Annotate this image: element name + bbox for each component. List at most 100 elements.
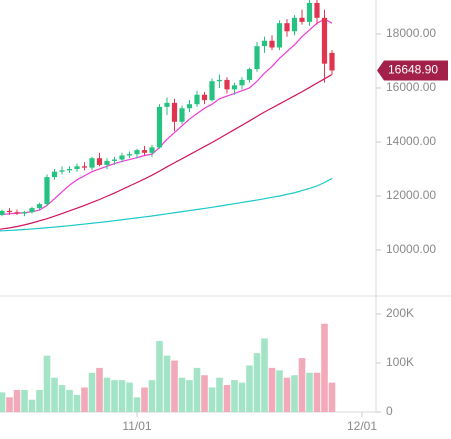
volume-bar bbox=[306, 372, 313, 412]
volume-bar bbox=[186, 380, 193, 412]
candle-body bbox=[66, 168, 73, 171]
candle-body bbox=[209, 81, 215, 101]
moving-average-line bbox=[0, 18, 333, 216]
candle-body bbox=[314, 2, 320, 18]
last-price-label: 16648.90 bbox=[388, 63, 438, 77]
candle-body bbox=[51, 171, 58, 178]
candle-body bbox=[284, 23, 290, 32]
volume-bar bbox=[133, 397, 141, 412]
volume-bar bbox=[88, 372, 96, 412]
volume-bar bbox=[111, 380, 118, 412]
candle-body bbox=[246, 69, 253, 80]
candle-body bbox=[291, 17, 298, 32]
volume-bar bbox=[6, 397, 13, 412]
y-tick-label: 14000.00 bbox=[386, 134, 436, 148]
candle-body bbox=[321, 17, 328, 64]
candle-body bbox=[44, 177, 50, 205]
candle-body bbox=[149, 147, 155, 153]
volume-tick-label: 100K bbox=[386, 355, 414, 369]
volume-bar bbox=[96, 367, 103, 412]
candle-body bbox=[179, 108, 185, 122]
y-tick-label: 10000.00 bbox=[386, 242, 436, 256]
candle-body bbox=[81, 166, 88, 168]
moving-average-line bbox=[0, 73, 333, 230]
candle-body bbox=[89, 158, 95, 168]
candle-body bbox=[134, 150, 140, 155]
volume-bar bbox=[21, 389, 28, 412]
candle-body bbox=[224, 79, 230, 90]
volume-bar bbox=[231, 380, 238, 412]
volume-bar bbox=[193, 367, 201, 412]
last-price-tag bbox=[377, 60, 448, 81]
candle-body bbox=[119, 155, 125, 160]
volume-bar bbox=[118, 380, 126, 412]
candle-body bbox=[186, 104, 193, 109]
volume-bar bbox=[51, 377, 58, 412]
candle-body bbox=[164, 102, 170, 107]
volume-bar bbox=[141, 387, 148, 412]
volume-bar bbox=[283, 377, 291, 412]
volume-bar bbox=[36, 389, 43, 412]
candle-body bbox=[239, 79, 245, 86]
candle-body bbox=[36, 204, 43, 209]
candle-body bbox=[269, 40, 275, 48]
candle-body bbox=[216, 79, 223, 82]
volume-bar bbox=[156, 340, 163, 412]
volume-bar bbox=[201, 375, 208, 412]
candle-body bbox=[74, 166, 80, 169]
candle-body bbox=[306, 2, 313, 22]
moving-average-line bbox=[0, 177, 333, 232]
candle-body bbox=[194, 94, 200, 105]
volume-bar bbox=[13, 389, 21, 412]
candle-body bbox=[299, 17, 305, 22]
volume-bar bbox=[328, 382, 336, 412]
candle-body bbox=[104, 160, 110, 165]
volume-bar bbox=[58, 385, 66, 412]
candle-body bbox=[329, 52, 335, 71]
volume-bar bbox=[0, 392, 6, 412]
volume-bar bbox=[321, 323, 328, 412]
candle-body bbox=[156, 106, 163, 148]
volume-bar bbox=[223, 385, 231, 412]
x-tick-label: 11/01 bbox=[122, 419, 151, 433]
y-tick-label: 16000.00 bbox=[386, 80, 436, 94]
volume-bar bbox=[81, 387, 88, 412]
y-tick-label: 18000.00 bbox=[386, 26, 436, 40]
volume-bar bbox=[261, 338, 268, 412]
volume-bar bbox=[216, 377, 223, 412]
volume-bar bbox=[43, 355, 51, 412]
candle-body bbox=[14, 212, 20, 214]
volume-bar bbox=[268, 367, 276, 412]
candle-body bbox=[276, 23, 283, 48]
volume-bar bbox=[28, 399, 36, 412]
candle-body bbox=[6, 210, 13, 213]
x-tick-label: 12/01 bbox=[347, 419, 377, 433]
volume-bar bbox=[313, 372, 321, 412]
candle-body bbox=[126, 154, 133, 156]
volume-bar bbox=[148, 380, 156, 412]
candle-body bbox=[141, 150, 148, 153]
candle-body bbox=[231, 85, 238, 90]
candle-body bbox=[21, 212, 28, 214]
candle-body bbox=[59, 170, 65, 172]
candle-body bbox=[261, 40, 268, 47]
volume-bar bbox=[276, 370, 283, 412]
volume-bar bbox=[73, 394, 81, 412]
candle-body bbox=[254, 46, 260, 70]
volume-bar bbox=[253, 353, 261, 412]
volume-bar bbox=[208, 387, 216, 412]
volume-bar bbox=[103, 377, 111, 412]
volume-bar bbox=[178, 377, 186, 412]
volume-bar bbox=[298, 358, 306, 412]
volume-bar bbox=[66, 389, 73, 412]
volume-bar bbox=[163, 355, 171, 412]
candle-body bbox=[29, 208, 35, 213]
candle-body bbox=[171, 102, 178, 122]
candle-body bbox=[0, 210, 5, 215]
volume-bar bbox=[246, 365, 253, 412]
volume-tick-label: 0 bbox=[386, 404, 393, 418]
y-tick-label: 12000.00 bbox=[386, 188, 436, 202]
candle-body bbox=[96, 158, 103, 165]
candle-body bbox=[111, 159, 118, 161]
